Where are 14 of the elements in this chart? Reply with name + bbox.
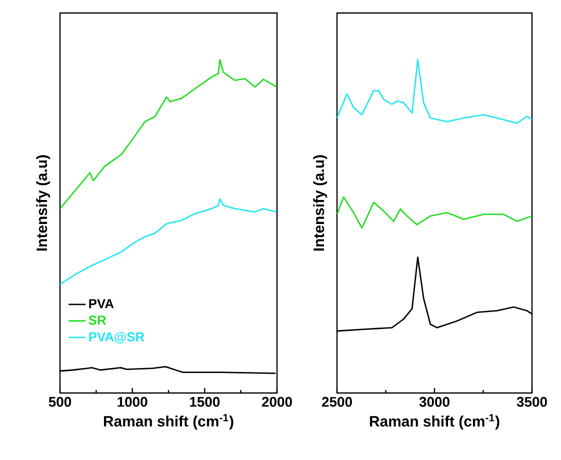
legend-label: PVA@SR — [89, 332, 144, 344]
x-tick-label: 2000 — [262, 396, 292, 407]
x-tick-label: 500 — [48, 396, 72, 407]
x-tick-label: 2500 — [322, 396, 352, 407]
x-axis-title: Raman shift (cm$^{-1}$) — [104, 414, 234, 430]
legend-label: PVA — [89, 299, 114, 308]
x-tick-label: 3000 — [419, 396, 450, 407]
y-axis-title: Intensify (a.u) — [313, 155, 328, 251]
y-axis-title: Intensify (a.u) — [36, 155, 50, 251]
legend-label: SR — [88, 316, 106, 325]
x-tick-label: 3500 — [516, 396, 547, 407]
x-tick-label: 1000 — [118, 396, 148, 407]
x-axis-title: Raman shift (cm$^{-1}$) — [370, 414, 500, 430]
x-tick-label: 1500 — [190, 396, 220, 407]
